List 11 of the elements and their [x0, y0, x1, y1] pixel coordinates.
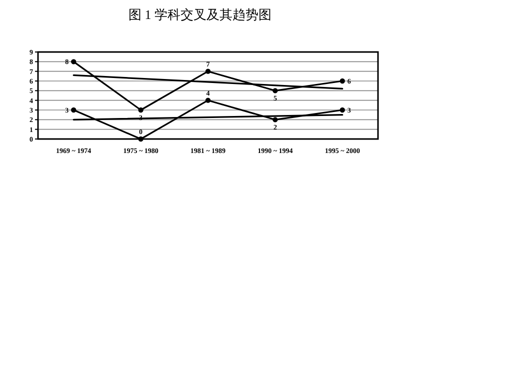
point: [340, 107, 345, 113]
point: [138, 136, 144, 142]
point: [71, 107, 76, 113]
point: [205, 68, 211, 74]
chart-title: 图 1 学科交叉及其趋势图: [128, 7, 272, 22]
point: [272, 117, 278, 122]
point: [138, 107, 144, 113]
point: [71, 59, 76, 64]
point: [340, 78, 345, 84]
point: [205, 98, 211, 103]
point: [272, 88, 278, 94]
